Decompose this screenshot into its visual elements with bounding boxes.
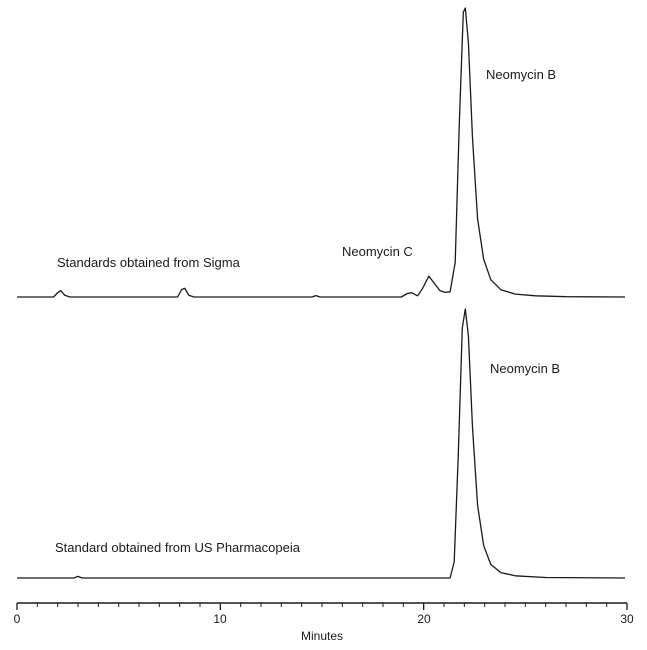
sigma-trace-line xyxy=(17,7,626,298)
usp-trace-label: Standard obtained from US Pharmacopeia xyxy=(55,540,301,555)
neomycin-b-label-top: Neomycin B xyxy=(486,67,556,82)
x-axis-ticks xyxy=(16,603,628,610)
sigma-trace-label: Standards obtained from Sigma xyxy=(57,255,241,270)
traces-layer xyxy=(17,7,626,579)
x-tick-label-0: 0 xyxy=(14,612,21,626)
x-axis-title: Minutes xyxy=(301,629,343,643)
neomycin-c-label-top: Neomycin C xyxy=(342,244,413,259)
neomycin-b-label-bottom: Neomycin B xyxy=(490,361,560,376)
x-tick-label-20: 20 xyxy=(417,612,431,626)
usp-trace-line xyxy=(17,308,626,579)
x-tick-label-10: 10 xyxy=(213,612,227,626)
x-tick-label-30: 30 xyxy=(620,612,634,626)
